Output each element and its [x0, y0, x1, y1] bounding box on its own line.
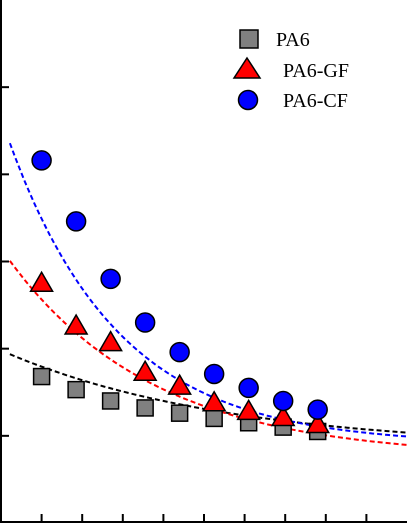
legend: PA6 PA6-GF PA6-CF — [232, 29, 349, 112]
legend-marker-triangle — [232, 56, 262, 79]
point-pa6 — [136, 399, 154, 417]
point-pa6-gf — [270, 405, 296, 427]
y-tick-marks — [0, 86, 9, 437]
point-pa6-cf — [203, 363, 225, 385]
point-pa6-gf — [98, 330, 123, 352]
point-pa6-gf — [201, 390, 227, 412]
fit-curves — [8, 142, 407, 446]
point-pa6 — [205, 409, 223, 428]
point-pa6-cf — [65, 211, 87, 232]
point-pa6 — [67, 380, 85, 399]
point-pa6-gf — [132, 359, 158, 381]
fit-curve-pa6 — [9, 353, 407, 434]
point-pa6-gf — [305, 412, 330, 434]
fit-curve-pa6-cf — [8, 142, 407, 438]
legend-entry-pa6-cf: PA6-CF — [237, 89, 348, 112]
point-pa6 — [32, 367, 51, 386]
legend-entry-pa6: PA6 — [239, 29, 310, 51]
legend-marker-square — [239, 29, 259, 49]
point-pa6-cf — [134, 312, 156, 333]
point-pa6 — [170, 404, 189, 422]
point-pa6-cf — [100, 268, 121, 290]
legend-marker-circle — [237, 89, 259, 111]
point-pa6-cf — [307, 399, 328, 420]
data-markers — [29, 150, 330, 441]
legend-label-pa6-cf: PA6-CF — [283, 90, 348, 112]
legend-label-pa6: PA6 — [276, 29, 310, 51]
point-pa6-gf — [236, 398, 261, 421]
point-pa6-cf — [272, 390, 294, 412]
point-pa6-cf — [169, 341, 190, 363]
legend-entry-pa6-gf: PA6-GF — [232, 56, 349, 82]
point-pa6-cf — [238, 377, 259, 399]
legend-label-pa6-gf: PA6-GF — [283, 60, 349, 82]
point-pa6-gf — [29, 270, 54, 293]
point-pa6-gf — [167, 373, 192, 395]
point-pa6-gf — [63, 313, 89, 335]
point-pa6-cf — [31, 150, 52, 171]
point-pa6 — [101, 392, 120, 410]
x-tick-marks — [40, 514, 368, 523]
